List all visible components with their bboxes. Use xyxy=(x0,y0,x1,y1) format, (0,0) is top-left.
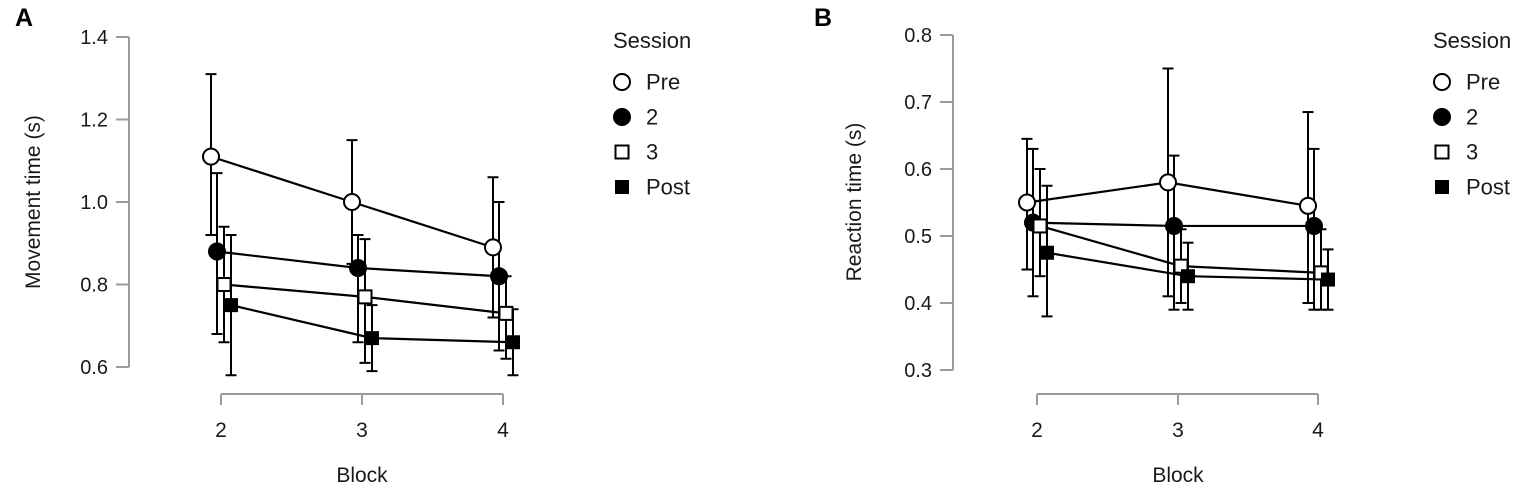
y-tick-label: 1.2 xyxy=(80,110,108,132)
marker-open-circle-Pre xyxy=(484,238,502,257)
legend-label-Post: Post xyxy=(646,175,690,200)
marker-filled-square-Post xyxy=(1040,245,1054,260)
y-tick-label: 0.7 xyxy=(904,92,932,114)
x-axis-title: Block xyxy=(336,464,388,487)
legend-marker-open-circle xyxy=(1433,73,1451,91)
marker-filled-square-Post xyxy=(506,335,520,350)
x-tick-label: 4 xyxy=(1312,419,1324,442)
marker-filled-square-Post xyxy=(224,298,238,313)
legend-title: Session xyxy=(1433,28,1511,53)
legend-marker-open-square xyxy=(1434,144,1450,160)
marker-filled-square-Post xyxy=(1321,272,1335,287)
legend-marker-open-square xyxy=(614,144,630,160)
marker-open-circle-Pre xyxy=(1159,173,1177,192)
legend-label-2: 2 xyxy=(646,105,658,130)
marker-open-circle-Pre xyxy=(1299,196,1317,215)
x-tick-label: 4 xyxy=(497,419,509,442)
marker-open-circle-Pre xyxy=(1018,193,1036,212)
marker-open-square-3 xyxy=(1032,218,1048,234)
marker-open-circle-Pre xyxy=(202,147,220,166)
legend-marker-filled-circle xyxy=(1433,108,1451,126)
legend-marker-filled-square xyxy=(615,180,629,194)
y-tick-label: 0.8 xyxy=(904,25,932,47)
legend-label-2: 2 xyxy=(1466,105,1478,130)
y-tick-label: 1.0 xyxy=(80,192,108,214)
legend-label-3: 3 xyxy=(646,140,658,165)
marker-filled-square-Post xyxy=(365,331,379,346)
y-axis-title: Reaction time (s) xyxy=(843,123,866,282)
y-tick-label: 0.5 xyxy=(904,226,932,248)
marker-filled-square-Post xyxy=(1181,269,1195,284)
legend-label-Pre: Pre xyxy=(1466,70,1500,95)
marker-open-circle-Pre xyxy=(343,193,361,211)
marker-filled-circle-2 xyxy=(208,242,226,261)
y-axis-title: Movement time (s) xyxy=(22,115,45,289)
panel-a-label: A xyxy=(15,4,34,32)
legend-marker-open-circle xyxy=(613,73,631,91)
legend-label-Pre: Pre xyxy=(646,70,680,95)
legend-marker-filled-circle xyxy=(613,108,631,126)
legend-label-3: 3 xyxy=(1466,140,1478,165)
y-tick-label: 0.8 xyxy=(80,275,108,297)
y-tick-label: 0.3 xyxy=(904,360,932,382)
legend-label-Post: Post xyxy=(1466,175,1510,200)
marker-open-square-3 xyxy=(216,277,232,292)
marker-open-square-3 xyxy=(357,289,373,305)
marker-filled-circle-2 xyxy=(1305,216,1323,235)
marker-filled-circle-2 xyxy=(349,259,367,277)
y-tick-label: 0.4 xyxy=(904,293,932,315)
x-tick-label: 2 xyxy=(1031,419,1043,442)
marker-open-square-3 xyxy=(498,305,514,321)
marker-filled-circle-2 xyxy=(490,267,508,286)
x-tick-label: 3 xyxy=(356,419,368,442)
panel-b-label: B xyxy=(814,4,833,32)
legend-title: Session xyxy=(613,28,691,53)
y-tick-label: 1.4 xyxy=(80,27,108,49)
x-tick-label: 2 xyxy=(215,419,227,442)
y-tick-label: 0.6 xyxy=(80,357,108,379)
x-axis-title: Block xyxy=(1152,464,1204,487)
y-tick-label: 0.6 xyxy=(904,159,932,181)
marker-filled-circle-2 xyxy=(1165,216,1183,235)
x-tick-label: 3 xyxy=(1172,419,1184,442)
legend-marker-filled-square xyxy=(1435,180,1449,194)
